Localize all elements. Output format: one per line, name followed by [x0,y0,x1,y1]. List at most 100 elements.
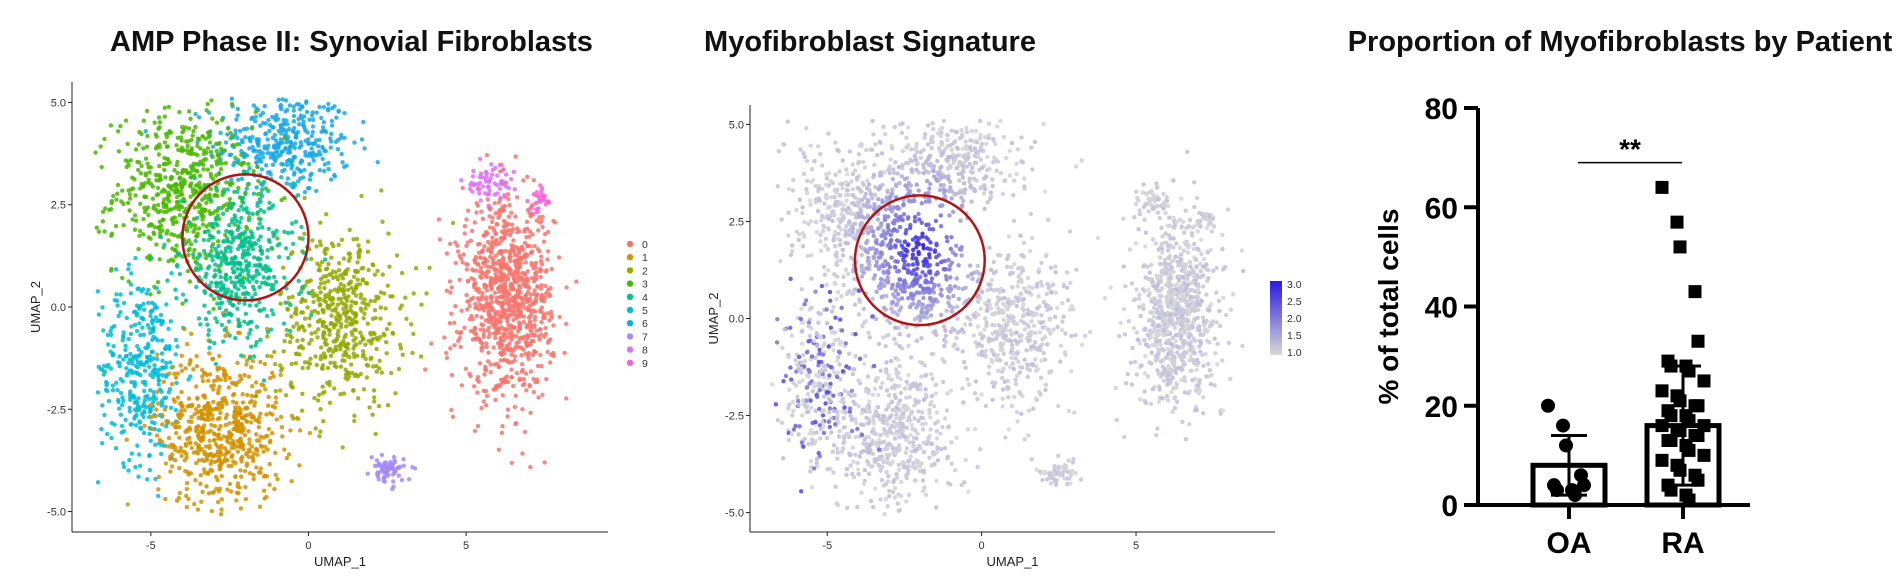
cluster-3-point [195,136,201,141]
cluster-2-point [352,418,357,424]
cluster-2-point [295,338,300,343]
cluster-5-point [152,367,157,373]
cluster-3-point [201,158,206,163]
cluster-2-point [378,316,383,321]
signature-point [844,472,849,478]
signature-point [1201,323,1206,328]
cluster-2-point [353,285,359,290]
cluster-5-point [134,399,139,404]
cluster-0-point [529,329,534,335]
cluster-1-point [279,425,285,430]
cluster-0-point [528,369,534,374]
cluster-4-point [269,287,274,292]
cluster-2-point [312,292,317,297]
cluster-1-point [268,438,273,443]
cluster-0-point [457,335,462,341]
signature-point [1165,299,1170,304]
cluster-4-point [249,243,254,248]
cluster-6-point [284,118,289,123]
cluster-4-point [240,280,246,285]
cluster-6-point [254,160,259,165]
cluster-9-point [528,206,533,211]
cluster-2-point [328,297,333,302]
cluster-3-point [123,118,129,123]
cluster-0-point [524,280,529,285]
cluster-3-point [155,185,161,191]
signature-point [1143,275,1148,280]
cluster-6-point [262,104,267,109]
cluster-4-point [213,316,218,321]
cluster-4-point [233,255,238,261]
cluster-5-point [101,328,106,333]
cluster-4-point [261,306,267,312]
cluster-1-point [289,479,294,484]
cluster-3-point [174,143,179,148]
signature-point [1188,340,1194,345]
cluster-2-point [290,294,295,299]
cluster-6-point [310,129,315,135]
cluster-0-point [523,254,528,260]
cluster-0-point [516,303,521,308]
cluster-3-point [282,136,287,141]
cluster-4-point [261,275,266,280]
cluster-5-point [137,419,142,424]
legend-label-7: 7 [642,331,648,343]
cluster-0-point [540,224,545,230]
cluster-0-point [515,230,520,235]
cluster-3-point [183,168,188,173]
cluster-3-point [165,228,170,234]
cluster-1-point [177,435,182,440]
cluster-0-point [510,304,515,309]
signature-point [886,404,891,409]
cluster-8-point [495,173,500,178]
signature-point [1173,333,1179,338]
umap1-x-tick-label: 0 [305,540,311,552]
cluster-2-point [413,266,419,271]
cluster-9-point [525,198,530,204]
cluster-1-point [268,375,273,381]
cluster-2-point [365,239,371,244]
cluster-3-point [100,219,106,224]
cluster-2-point [321,332,326,337]
cluster-0-point [479,406,484,411]
signature-point [1172,290,1177,295]
cluster-1-point [242,373,247,378]
cluster-1-point [184,455,189,460]
cluster-1-point [263,444,268,449]
signature-point [1150,386,1155,392]
cluster-2-point [322,249,327,254]
cluster-0-point [496,447,502,452]
cluster-5-point [188,374,193,379]
cluster-4-point [227,333,232,338]
cluster-3-point [244,226,250,231]
cluster-1-point [267,482,272,487]
umap1-x-tick-label: -5 [146,540,156,552]
cluster-3-point [166,104,171,110]
cluster-3-point [184,227,190,232]
signature-point [1143,244,1148,249]
signature-point [1170,335,1176,340]
cluster-0-point [465,307,470,312]
cluster-1-point [227,431,233,436]
cluster-9-point [536,199,542,204]
cluster-4-point [250,276,256,281]
cluster-3-point [141,232,146,237]
cluster-0-point [485,269,490,274]
cluster-5-point [104,381,110,386]
cluster-0-point [493,253,498,258]
signature-point [1150,237,1156,242]
cluster-5-point [119,430,124,435]
cluster-3-point [206,134,211,139]
cluster-3-point [156,178,162,183]
signature-point [892,485,898,491]
cluster-5-point [159,403,164,408]
cluster-3-point [178,135,184,140]
cluster-0-point [503,379,508,384]
signature-point [1187,217,1193,223]
cluster-5-point [114,292,119,297]
cluster-6-point [316,144,321,149]
cluster-1-point [182,450,187,455]
cluster-2-point [363,301,368,307]
cluster-3-point [147,170,152,175]
cluster-4-point [247,166,252,171]
